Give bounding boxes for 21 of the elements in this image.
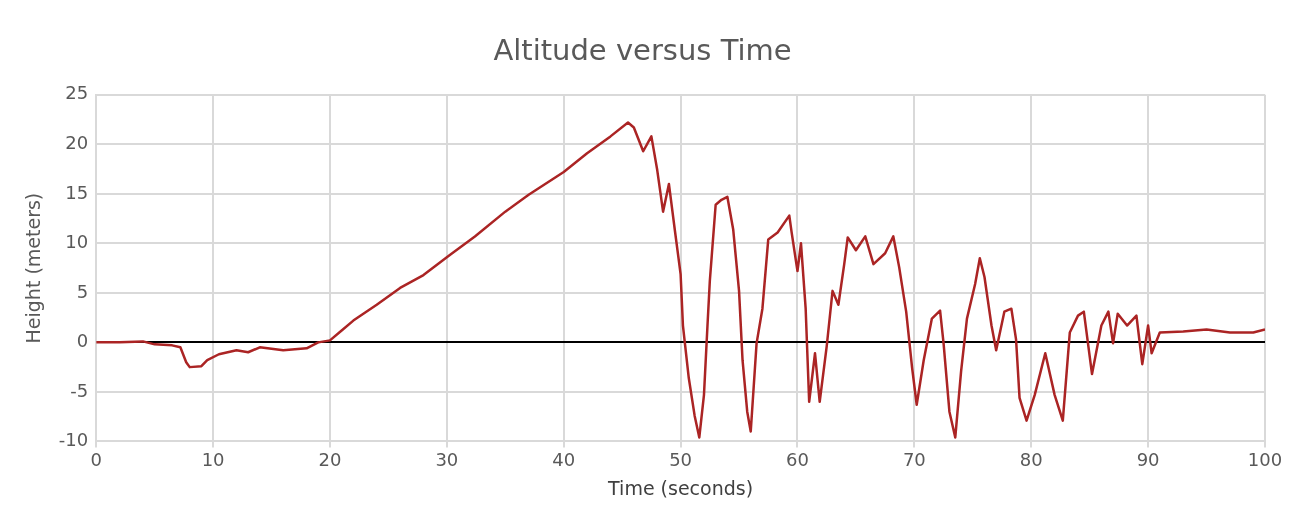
x-tick-label: 10 — [201, 448, 225, 470]
y-tick-label: 20 — [65, 131, 89, 153]
y-tick-label: -10 — [58, 429, 89, 451]
y-axis-title: Height (meters) — [22, 192, 45, 344]
x-tick-label: 80 — [1019, 448, 1043, 470]
chart-title: Altitude versus Time — [493, 32, 792, 67]
x-tick-label: 90 — [1136, 448, 1160, 470]
x-tick-label: 30 — [435, 448, 459, 470]
x-tick-label: 70 — [902, 448, 926, 470]
x-tick-label: 20 — [318, 448, 342, 470]
y-tick-label: -5 — [70, 379, 89, 401]
x-axis-title: Time (seconds) — [608, 477, 754, 500]
x-tick-label: 100 — [1247, 448, 1283, 470]
y-tick-label: 10 — [65, 231, 89, 253]
y-tick-label: 25 — [65, 82, 89, 104]
x-tick-label: 40 — [552, 448, 576, 470]
x-tick-label: 50 — [669, 448, 693, 470]
x-tick-label: 60 — [786, 448, 809, 470]
y-tick-label: 5 — [76, 280, 89, 302]
y-tick-label: 0 — [76, 330, 89, 352]
y-tick-label: 15 — [65, 181, 89, 203]
